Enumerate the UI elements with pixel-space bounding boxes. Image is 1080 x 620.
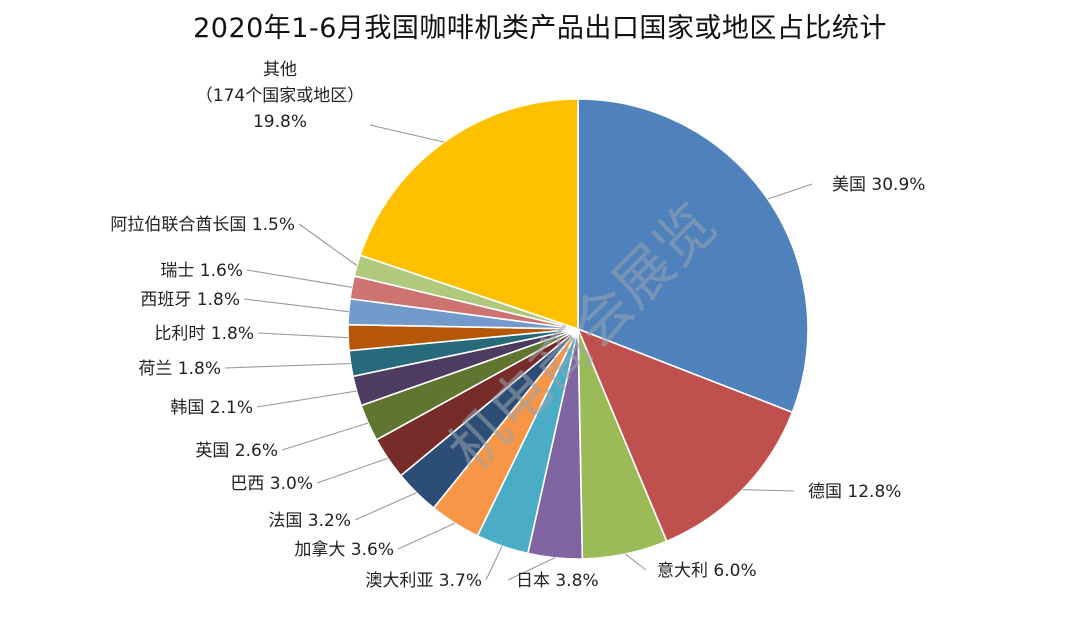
data-labels: 美国 30.9% 德国 12.8% 意大利 6.0% 日本 3.8% 澳大利亚 3.7%… — [110, 60, 925, 591]
pie-slice-16 — [359, 98, 579, 331]
leader-line — [742, 489, 795, 492]
leader-line — [507, 557, 556, 581]
chart-title: 2020年1-6月我国咖啡机类产品出口国家或地区占比统计 — [193, 13, 887, 44]
data-label: 加拿大 3.6% — [294, 539, 394, 560]
leader-line — [485, 545, 503, 581]
leader-line — [246, 269, 352, 288]
data-label-other: 其他（174个国家或地区） 19.8% — [196, 60, 364, 132]
data-label: 巴西 3.0% — [230, 474, 313, 494]
leader-line — [243, 298, 349, 313]
pie-slices — [347, 98, 809, 560]
leader-line — [354, 492, 417, 521]
data-label: 荷兰 1.8% — [138, 359, 221, 379]
data-label: 意大利 6.0% — [657, 561, 757, 581]
data-label: 法国 3.2% — [268, 511, 351, 531]
data-label: 澳大利亚 3.7% — [365, 571, 482, 591]
leader-line — [397, 522, 456, 550]
data-label: 韩国 2.1% — [170, 398, 253, 418]
leader-line — [256, 390, 357, 408]
data-label: 美国 30.9% — [832, 175, 925, 195]
data-label: 比利时 1.8% — [154, 324, 254, 344]
leader-line — [257, 332, 349, 339]
leader-lines — [224, 124, 813, 581]
leader-line — [316, 457, 388, 484]
leader-line — [624, 553, 647, 571]
pie-slice-2 — [576, 327, 794, 543]
data-label: 瑞士 1.6% — [160, 261, 243, 281]
data-label: 德国 12.8% — [808, 482, 901, 502]
data-label: 英国 2.6% — [195, 441, 278, 461]
leader-line — [224, 363, 351, 369]
leader-line — [767, 183, 813, 200]
leader-line — [281, 422, 369, 451]
data-label: 阿拉伯联合酋长国 1.5% — [110, 215, 295, 235]
leader-line — [298, 223, 358, 266]
leader-line — [369, 124, 445, 143]
data-label: 西班牙 1.8% — [140, 290, 240, 310]
data-label: 日本 3.8% — [516, 571, 599, 591]
